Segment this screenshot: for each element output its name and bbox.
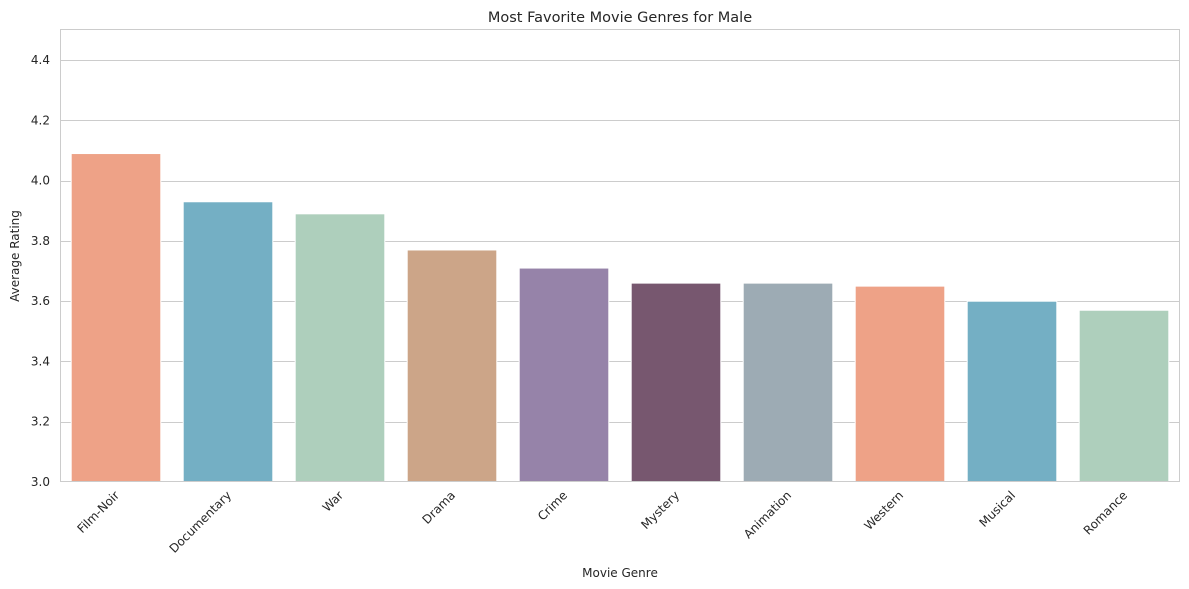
y-tick-label: 3.4: [31, 354, 50, 368]
x-tick-label: Documentary: [167, 488, 235, 556]
bar-romance: [1078, 309, 1170, 483]
y-axis-label: Average Rating: [8, 210, 22, 302]
chart-title: Most Favorite Movie Genres for Male: [488, 10, 752, 26]
x-tick-label: War: [320, 488, 346, 514]
bar-drama: [406, 249, 498, 483]
x-tick-label: Romance: [1081, 488, 1130, 537]
x-tick-label: Film-Noir: [75, 488, 123, 536]
y-tick-labels: 3.0 3.2 3.4 3.6 3.8 4.0 4.2 4.4: [31, 53, 50, 489]
plot-frame: [60, 29, 1180, 482]
x-tick-label: Drama: [420, 488, 459, 527]
y-tick-label: 3.6: [31, 294, 50, 308]
y-tick-label: 3.2: [31, 415, 50, 429]
x-tick-label: Crime: [535, 488, 570, 523]
bar-war: [294, 213, 386, 483]
bar-crime: [518, 267, 610, 483]
x-axis-label: Movie Genre: [582, 566, 658, 580]
bar-mystery: [630, 282, 722, 483]
x-tick-label: Western: [861, 488, 906, 533]
bar-film-noir: [70, 153, 162, 483]
x-tick-labels: Film-Noir Documentary War Drama Crime Mystery…: [75, 488, 1131, 556]
bars: [70, 153, 1170, 483]
x-tick-label: Mystery: [638, 488, 682, 532]
y-tick-label: 3.0: [31, 475, 50, 489]
bar-musical: [966, 300, 1058, 483]
x-tick-label: Musical: [977, 488, 1019, 530]
y-tick-label: 4.0: [31, 174, 50, 188]
bar-documentary: [182, 201, 274, 483]
x-tick-label: Animation: [741, 488, 794, 541]
y-tick-label: 4.2: [31, 113, 50, 127]
bar-western: [854, 285, 946, 483]
y-tick-label: 4.4: [31, 53, 50, 67]
bar-animation: [742, 282, 834, 483]
y-tick-label: 3.8: [31, 234, 50, 248]
